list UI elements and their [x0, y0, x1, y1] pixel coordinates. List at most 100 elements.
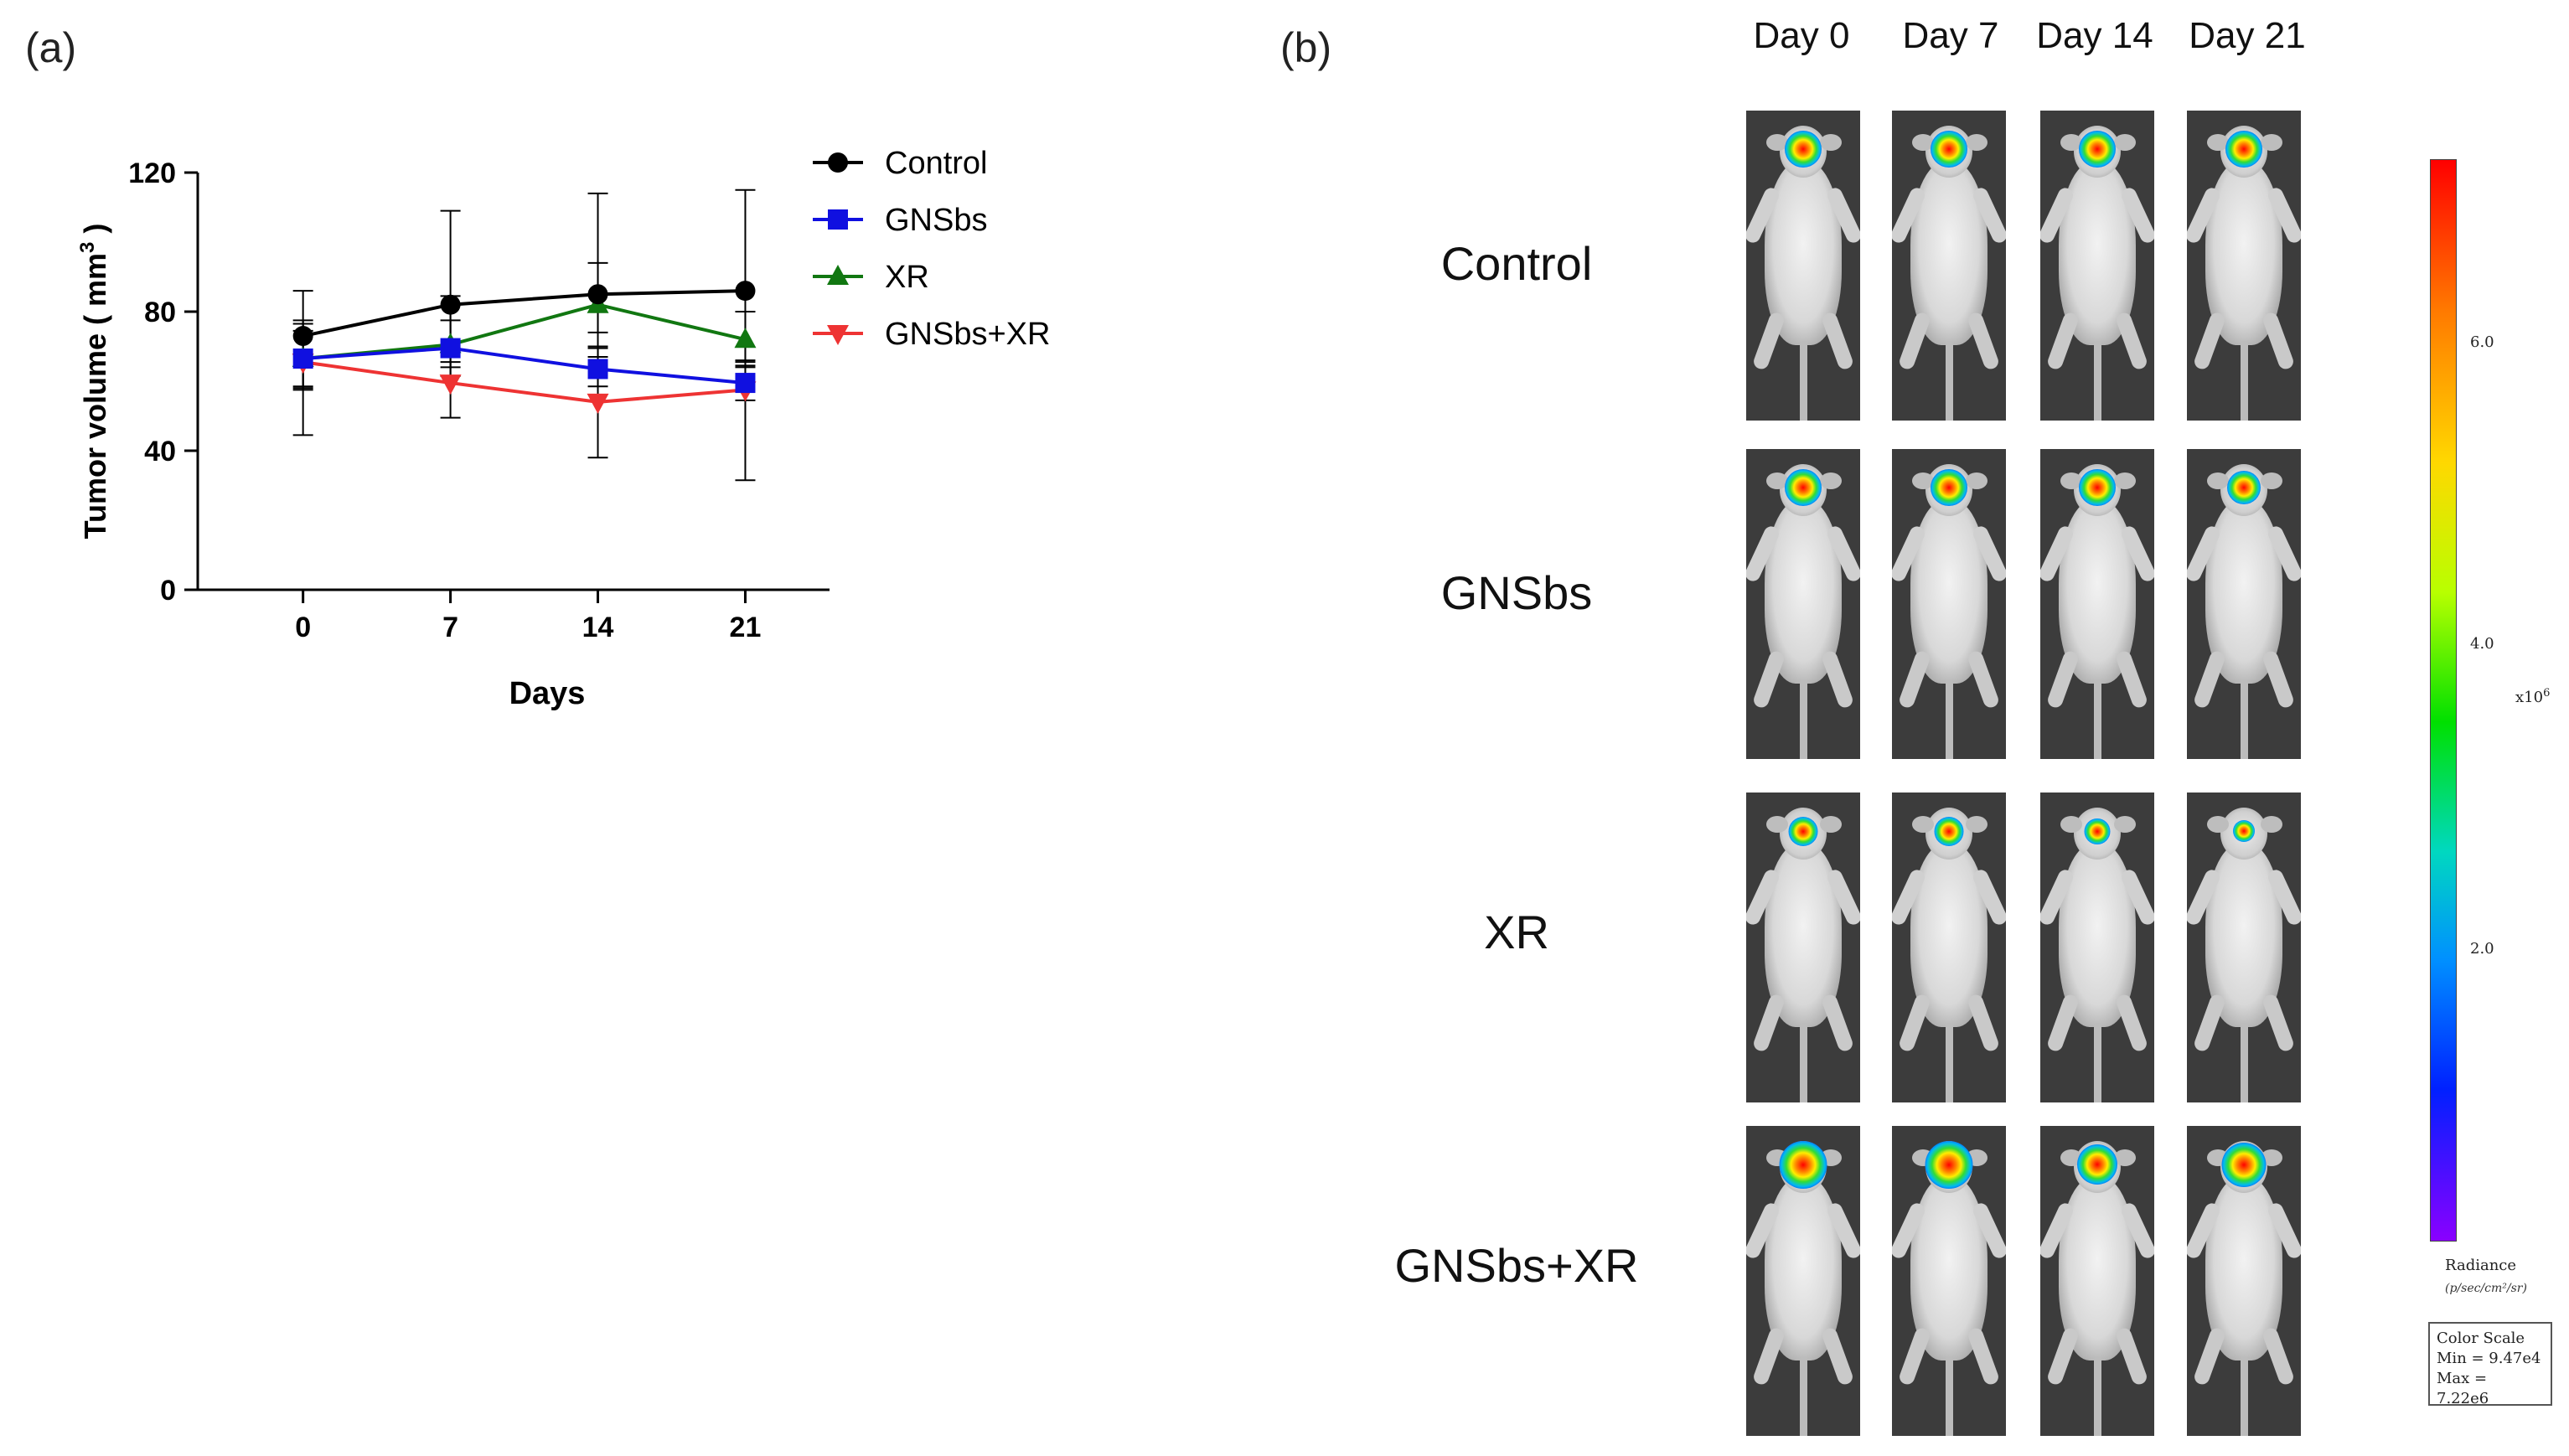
y-axis-label-sup: 3 [76, 242, 99, 253]
mouse-leg-r [2114, 649, 2149, 710]
y-tick-label: 40 [144, 436, 176, 467]
mouse-ear-l [2060, 134, 2082, 151]
mouse-leg-l [1897, 993, 1932, 1053]
scale-units: x106 [2515, 687, 2550, 706]
mouse-ear-l [1766, 472, 1788, 489]
mouse-tail [1800, 1023, 1807, 1102]
mouse-leg-r [2114, 1326, 2149, 1386]
legend-marker-xr [827, 265, 849, 285]
mouse-leg-r [1966, 311, 2001, 371]
scale-tick-2: 2.0 [2470, 940, 2494, 958]
mouse-bioluminescence-image [1892, 1126, 2006, 1436]
x-tick-label: 21 [730, 612, 762, 643]
tumor-signal-spot [2227, 471, 2261, 504]
mouse-leg-r [2114, 993, 2149, 1053]
mouse-leg-l [1897, 311, 1932, 371]
y-tick-label: 0 [160, 575, 176, 607]
mouse-leg-l [1897, 649, 1932, 710]
tumor-signal-spot [1925, 1140, 1973, 1189]
y-tick-label: 120 [128, 157, 176, 189]
tumor-signal-spot [1931, 469, 1967, 506]
mouse-bioluminescence-image [1746, 449, 1860, 759]
mouse-leg-l [2192, 649, 2227, 710]
mouse-leg-r [2261, 311, 2296, 371]
tumor-signal-spot [2225, 131, 2262, 168]
tumor-signal-spot [1785, 131, 1822, 168]
tumor-volume-chart: 0 40 80 120 0 7 14 21 Days Tumor volume ( mm3 ) Co… [76, 146, 1050, 711]
mouse-ear-r [1966, 472, 1987, 489]
panel-a-label: (a) [25, 24, 77, 71]
tumor-signal-spot [2084, 818, 2111, 844]
mouse-bioluminescence-image [2040, 449, 2154, 759]
mouse-ear-l [2207, 816, 2229, 833]
data-point-xr [734, 328, 757, 349]
mouse-tail [1800, 1356, 1807, 1436]
tumor-signal-spot [2079, 131, 2116, 168]
mouse-leg-r [1820, 311, 1855, 371]
y-axis-label: Tumor volume ( mm3 ) [76, 224, 112, 540]
mouse-leg-l [2192, 1326, 2227, 1386]
mouse-tail [2241, 1356, 2248, 1436]
mouse-ear-l [1912, 472, 1934, 489]
mouse-tail [1946, 679, 1953, 759]
x-tick-label: 14 [582, 612, 614, 643]
mouse-bioluminescence-image [1746, 111, 1860, 421]
mouse-leg-l [2045, 311, 2081, 371]
data-point-control [587, 284, 608, 305]
tumor-signal-spot [1931, 131, 1967, 168]
legend-label-gnsbs-xr: GNSbs+XR [885, 317, 1050, 352]
radiance-units: (p/sec/cm²/sr) [2445, 1282, 2527, 1295]
mouse-ear-l [2060, 472, 2082, 489]
x-tick-label: 7 [442, 612, 458, 643]
mouse-tail [2241, 341, 2248, 421]
radiance-color-scale-bar [2430, 159, 2457, 1242]
mouse-ear-l [1766, 816, 1788, 833]
mouse-leg-l [1751, 993, 1786, 1053]
radiance-label: Radiance [2445, 1257, 2517, 1274]
row-label-control: Control [1440, 237, 1593, 290]
tumor-signal-spot [2221, 1142, 2267, 1187]
color-scale-max: Max = 7.22e6 [2437, 1370, 2489, 1407]
color-scale-min: Min = 9.47e4 [2437, 1350, 2541, 1367]
mouse-leg-r [2114, 311, 2149, 371]
x-axis-label: Days [509, 676, 586, 711]
mouse-leg-r [2261, 1326, 2296, 1386]
mouse-leg-l [1897, 1326, 1932, 1386]
scale-units-exponent: 6 [2543, 687, 2551, 700]
legend-marker-control [828, 152, 848, 173]
tumor-signal-spot [2077, 1144, 2117, 1185]
mouse-bioluminescence-image [2187, 1126, 2301, 1436]
mouse-leg-r [2261, 649, 2296, 710]
mouse-bioluminescence-image [2040, 111, 2154, 421]
series-line-control [302, 289, 746, 338]
data-point-gnsbs-xr [587, 393, 609, 414]
mouse-leg-r [1820, 993, 1855, 1053]
mouse-ear-r [1820, 816, 1842, 833]
mouse-ear-l [1766, 134, 1788, 151]
mouse-tail [1800, 341, 1807, 421]
mouse-ear-r [2261, 816, 2282, 833]
mouse-leg-r [1966, 993, 2001, 1053]
scale-tick-4: 4.0 [2470, 635, 2494, 653]
day-label-7: Day 7 [1902, 15, 1999, 56]
mouse-leg-r [1966, 1326, 2001, 1386]
mouse-leg-l [1751, 1326, 1786, 1386]
series-line-gnsbs [302, 346, 746, 385]
row-label-xr: XR [1484, 906, 1549, 958]
mouse-bioluminescence-image [1892, 111, 2006, 421]
data-point-gnsbs [587, 359, 608, 379]
legend-marker-gnsbs-xr [827, 325, 849, 345]
color-scale-box: Color Scale Min = 9.47e4 Max = 7.22e6 [2428, 1322, 2552, 1407]
mouse-ear-r [2114, 134, 2136, 151]
data-point-gnsbs [735, 373, 756, 394]
legend-label-control: Control [885, 146, 988, 181]
color-scale-title: Color Scale [2437, 1330, 2525, 1347]
row-label-gnsbs-xr: GNSbs+XR [1394, 1239, 1639, 1292]
y-axis-label-main: Tumor volume ( mm [78, 253, 112, 539]
row-label-gnsbs: GNSbs [1440, 566, 1593, 619]
mouse-leg-l [1751, 311, 1786, 371]
legend-marker-gnsbs [828, 209, 848, 230]
mouse-bioluminescence-image [2040, 793, 2154, 1102]
mouse-bioluminescence-image [1892, 793, 2006, 1102]
mouse-leg-r [1820, 1326, 1855, 1386]
